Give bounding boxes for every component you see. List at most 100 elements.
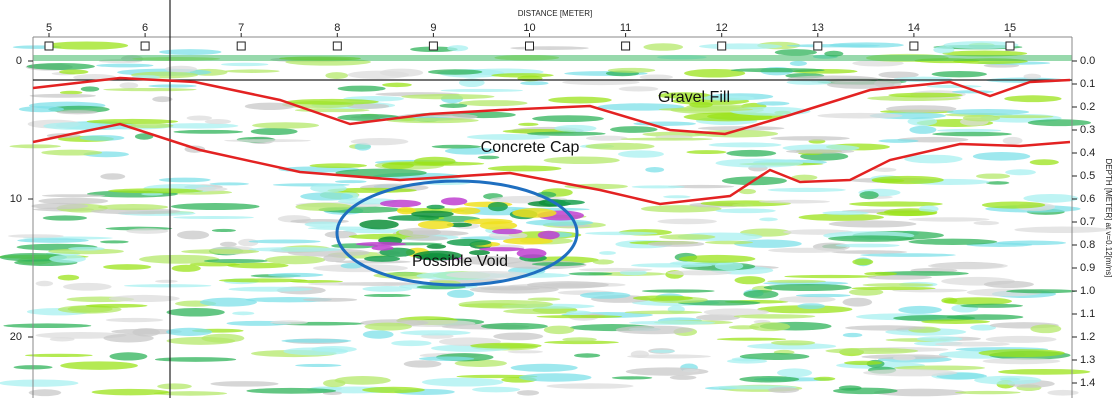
signal-band [976,173,1010,178]
signal-band [493,332,543,340]
signal-band [508,350,543,353]
signal-band [973,152,1030,161]
signal-band [481,287,540,290]
surface-band [33,55,1072,61]
signal-band [548,97,612,104]
signal-band [679,255,755,263]
void-reflection [427,244,447,249]
signal-band [717,338,786,341]
signal-band [893,356,916,361]
signal-band [520,81,548,85]
signal-band [839,385,862,390]
signal-band [627,354,711,358]
signal-band [232,311,254,315]
signal-band [157,383,192,389]
signal-band [618,150,664,157]
signal-band [283,347,348,355]
signal-band [85,304,147,308]
void-reflection [418,221,454,229]
signal-band [308,282,386,285]
signal-band [87,119,178,124]
signal-band [79,135,124,141]
signal-band [574,353,600,357]
station-marker [814,42,822,50]
signal-band [295,203,352,211]
signal-band [481,323,548,330]
signal-band [768,188,846,192]
signal-band [645,167,664,173]
signal-band [640,74,673,79]
signal-band [201,334,244,343]
void-reflection [380,200,421,207]
signal-band [414,157,456,166]
right-tick-label: 1.1 [1080,308,1095,320]
signal-band [844,361,882,365]
top-tick-label: 14 [908,22,920,34]
signal-band [103,264,151,270]
signal-band [57,110,98,114]
signal-band [447,290,474,298]
signal-band [108,188,203,193]
top-tick-label: 9 [430,22,436,34]
signal-band [727,359,767,364]
signal-band [608,68,656,73]
signal-band [43,215,87,220]
right-tick-label: 0.8 [1080,239,1095,251]
signal-band [650,350,675,353]
void-reflection [426,205,444,209]
signal-band [172,265,201,272]
signal-band [510,46,589,50]
signal-band [932,132,1012,136]
signal-band [787,44,880,47]
signal-band [246,388,336,394]
signal-band [1024,74,1042,79]
signal-band [519,373,592,382]
signal-band [447,45,468,51]
signal-band [335,180,367,183]
void-reflection [447,239,492,246]
signal-band [303,298,357,302]
signal-band [128,123,173,128]
signal-band [593,259,614,264]
signal-band [843,298,873,307]
signal-band [873,168,896,172]
station-marker [526,42,534,50]
signal-band [42,194,105,197]
signal-band [566,311,592,316]
top-tick-label: 11 [620,22,631,34]
signal-band [126,228,168,234]
signal-band [554,125,596,132]
right-tick-label: 0.6 [1080,193,1095,205]
signal-band [828,235,914,241]
signal-band [148,84,196,87]
signal-band [859,191,878,199]
top-tick-label: 7 [238,22,244,34]
signal-band [159,49,221,55]
signal-band [187,116,212,121]
radargram: Gravel Fill Concrete Cap Possible Void D… [0,0,1117,398]
top-tick-label: 8 [334,22,340,34]
left-tick-label: 0 [16,55,22,67]
signal-band [1003,137,1023,145]
signal-band [863,283,934,287]
signal-band [252,122,319,128]
signal-band [986,181,1009,184]
signal-band [472,387,520,393]
signal-band [845,325,926,330]
right-tick-label: 1.0 [1080,285,1095,297]
signal-band [544,156,620,164]
signal-band [204,259,268,263]
void-reflection [503,238,553,245]
right-tick-label: 0.1 [1080,78,1095,90]
signal-band [648,241,705,247]
signal-band [440,103,468,108]
signal-band [60,361,138,370]
signal-band [835,244,899,248]
signal-band [8,234,64,238]
signal-band [599,251,616,255]
signal-band [109,352,147,360]
right-tick-label: 0.5 [1080,170,1095,182]
signal-band [659,108,753,112]
station-marker [1006,42,1014,50]
signal-band [281,339,351,343]
